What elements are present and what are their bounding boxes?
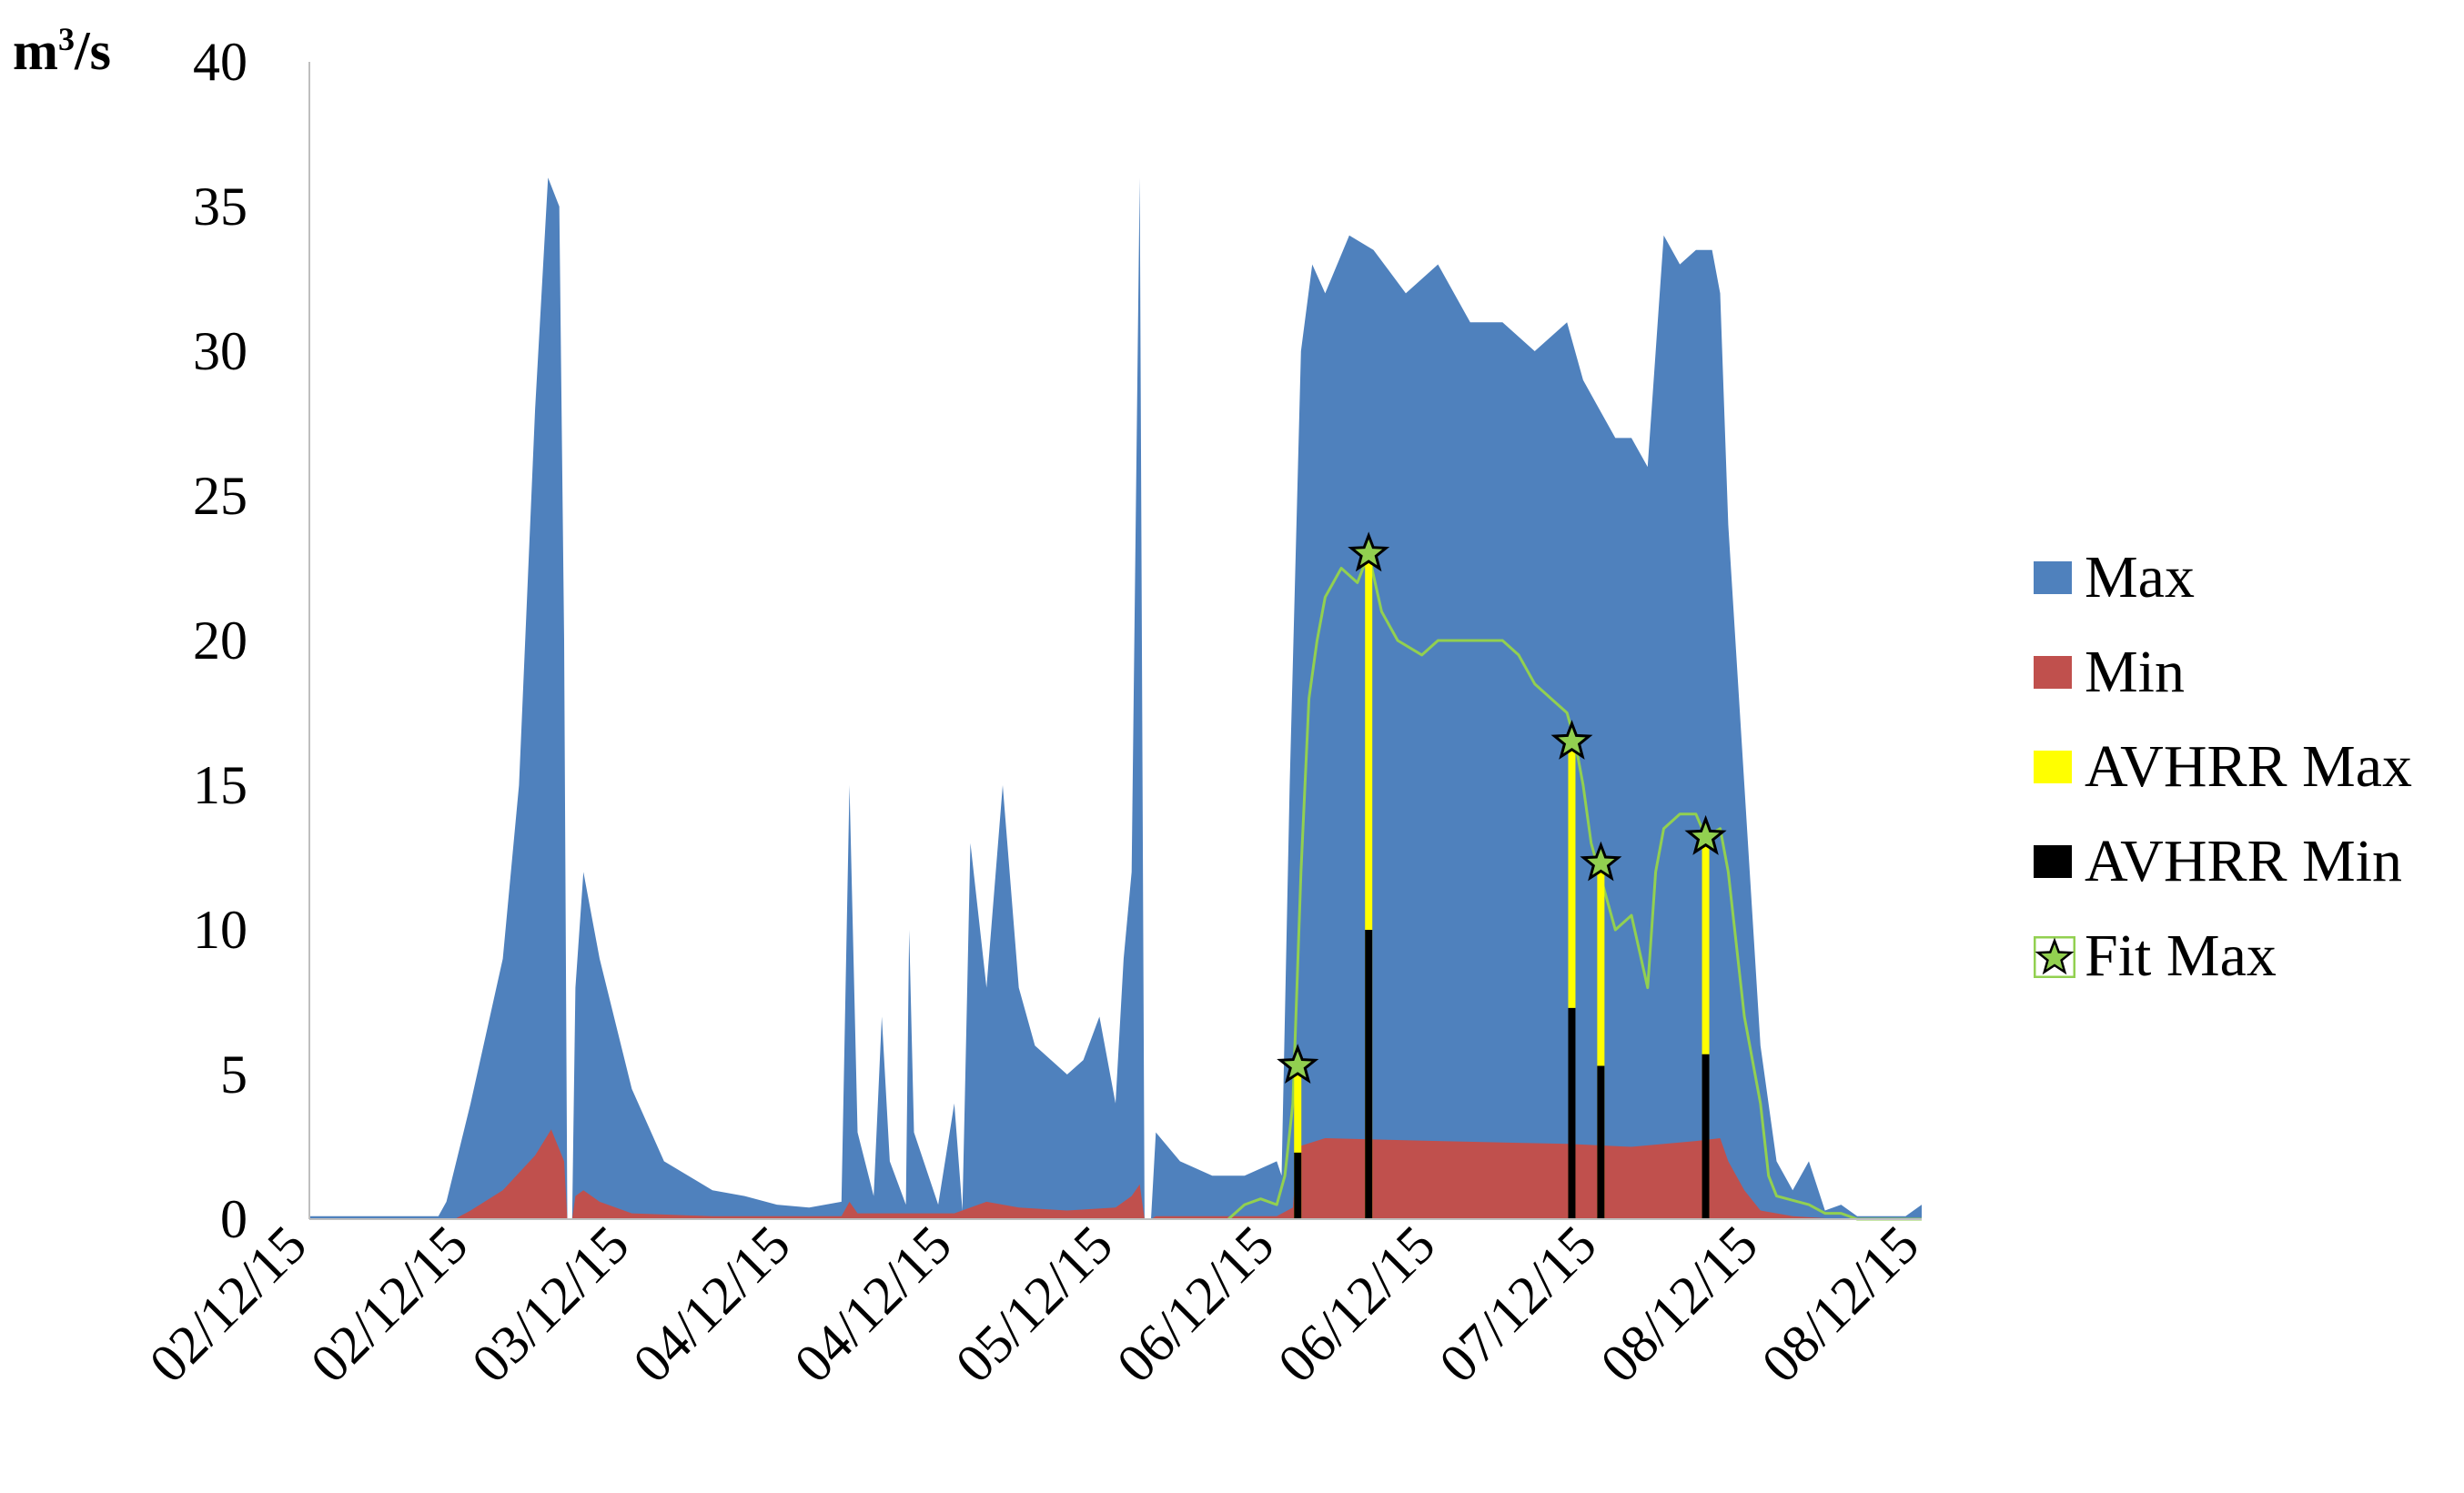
fit-max-star-1: [1277, 1044, 1319, 1084]
x-tick-label-9: 07/12/15: [1428, 1215, 1608, 1395]
y-axis-unit-label: m3/s: [13, 21, 112, 81]
x-tick-label-11: 08/12/15: [1751, 1215, 1931, 1395]
legend-label: AVHRR Max: [2085, 733, 2413, 800]
y-tick-label-5: 20: [193, 610, 247, 671]
legend-label: Min: [2085, 639, 2186, 705]
x-tick-label-3: 03/12/15: [460, 1215, 641, 1395]
x-tick-label-8: 06/12/15: [1267, 1215, 1447, 1395]
series-max-area: [309, 177, 1922, 1220]
x-tick-label-7: 06/12/15: [1106, 1215, 1286, 1395]
fit-max-star-5: [1684, 814, 1727, 855]
fit-max-star-4: [1580, 841, 1622, 882]
legend-swatch: [2034, 561, 2072, 594]
fit-max-star-3: [1550, 720, 1593, 760]
legend-star-icon: [2034, 936, 2075, 978]
y-tick-label-7: 30: [193, 321, 247, 381]
y-tick-label-1: 0: [220, 1189, 247, 1249]
x-tick-label-6: 05/12/15: [944, 1215, 1125, 1395]
legend-label: Max: [2085, 544, 2195, 610]
x-tick-label-5: 04/12/15: [783, 1215, 963, 1395]
fit-max-star-2: [1348, 531, 1390, 572]
y-tick-label-6: 25: [193, 466, 247, 526]
y-tick-label-9: 40: [193, 32, 247, 92]
y-tick-label-4: 15: [193, 755, 247, 815]
y-tick-label-3: 10: [193, 900, 247, 960]
legend-label: Fit Max: [2085, 923, 2277, 989]
legend-swatch: [2034, 845, 2072, 878]
legend-swatch: [2034, 751, 2072, 783]
plot-area: [309, 177, 1922, 1221]
x-tick-label-2: 02/12/15: [299, 1215, 480, 1395]
legend-swatch: [2034, 656, 2072, 689]
y-tick-label-8: 35: [193, 177, 247, 237]
x-tick-label-10: 08/12/15: [1589, 1215, 1769, 1395]
series-min-area: [309, 1129, 1922, 1219]
legend-label: AVHRR Min: [2085, 828, 2403, 894]
x-tick-label-4: 04/12/15: [621, 1215, 802, 1395]
y-tick-label-2: 5: [220, 1044, 247, 1105]
